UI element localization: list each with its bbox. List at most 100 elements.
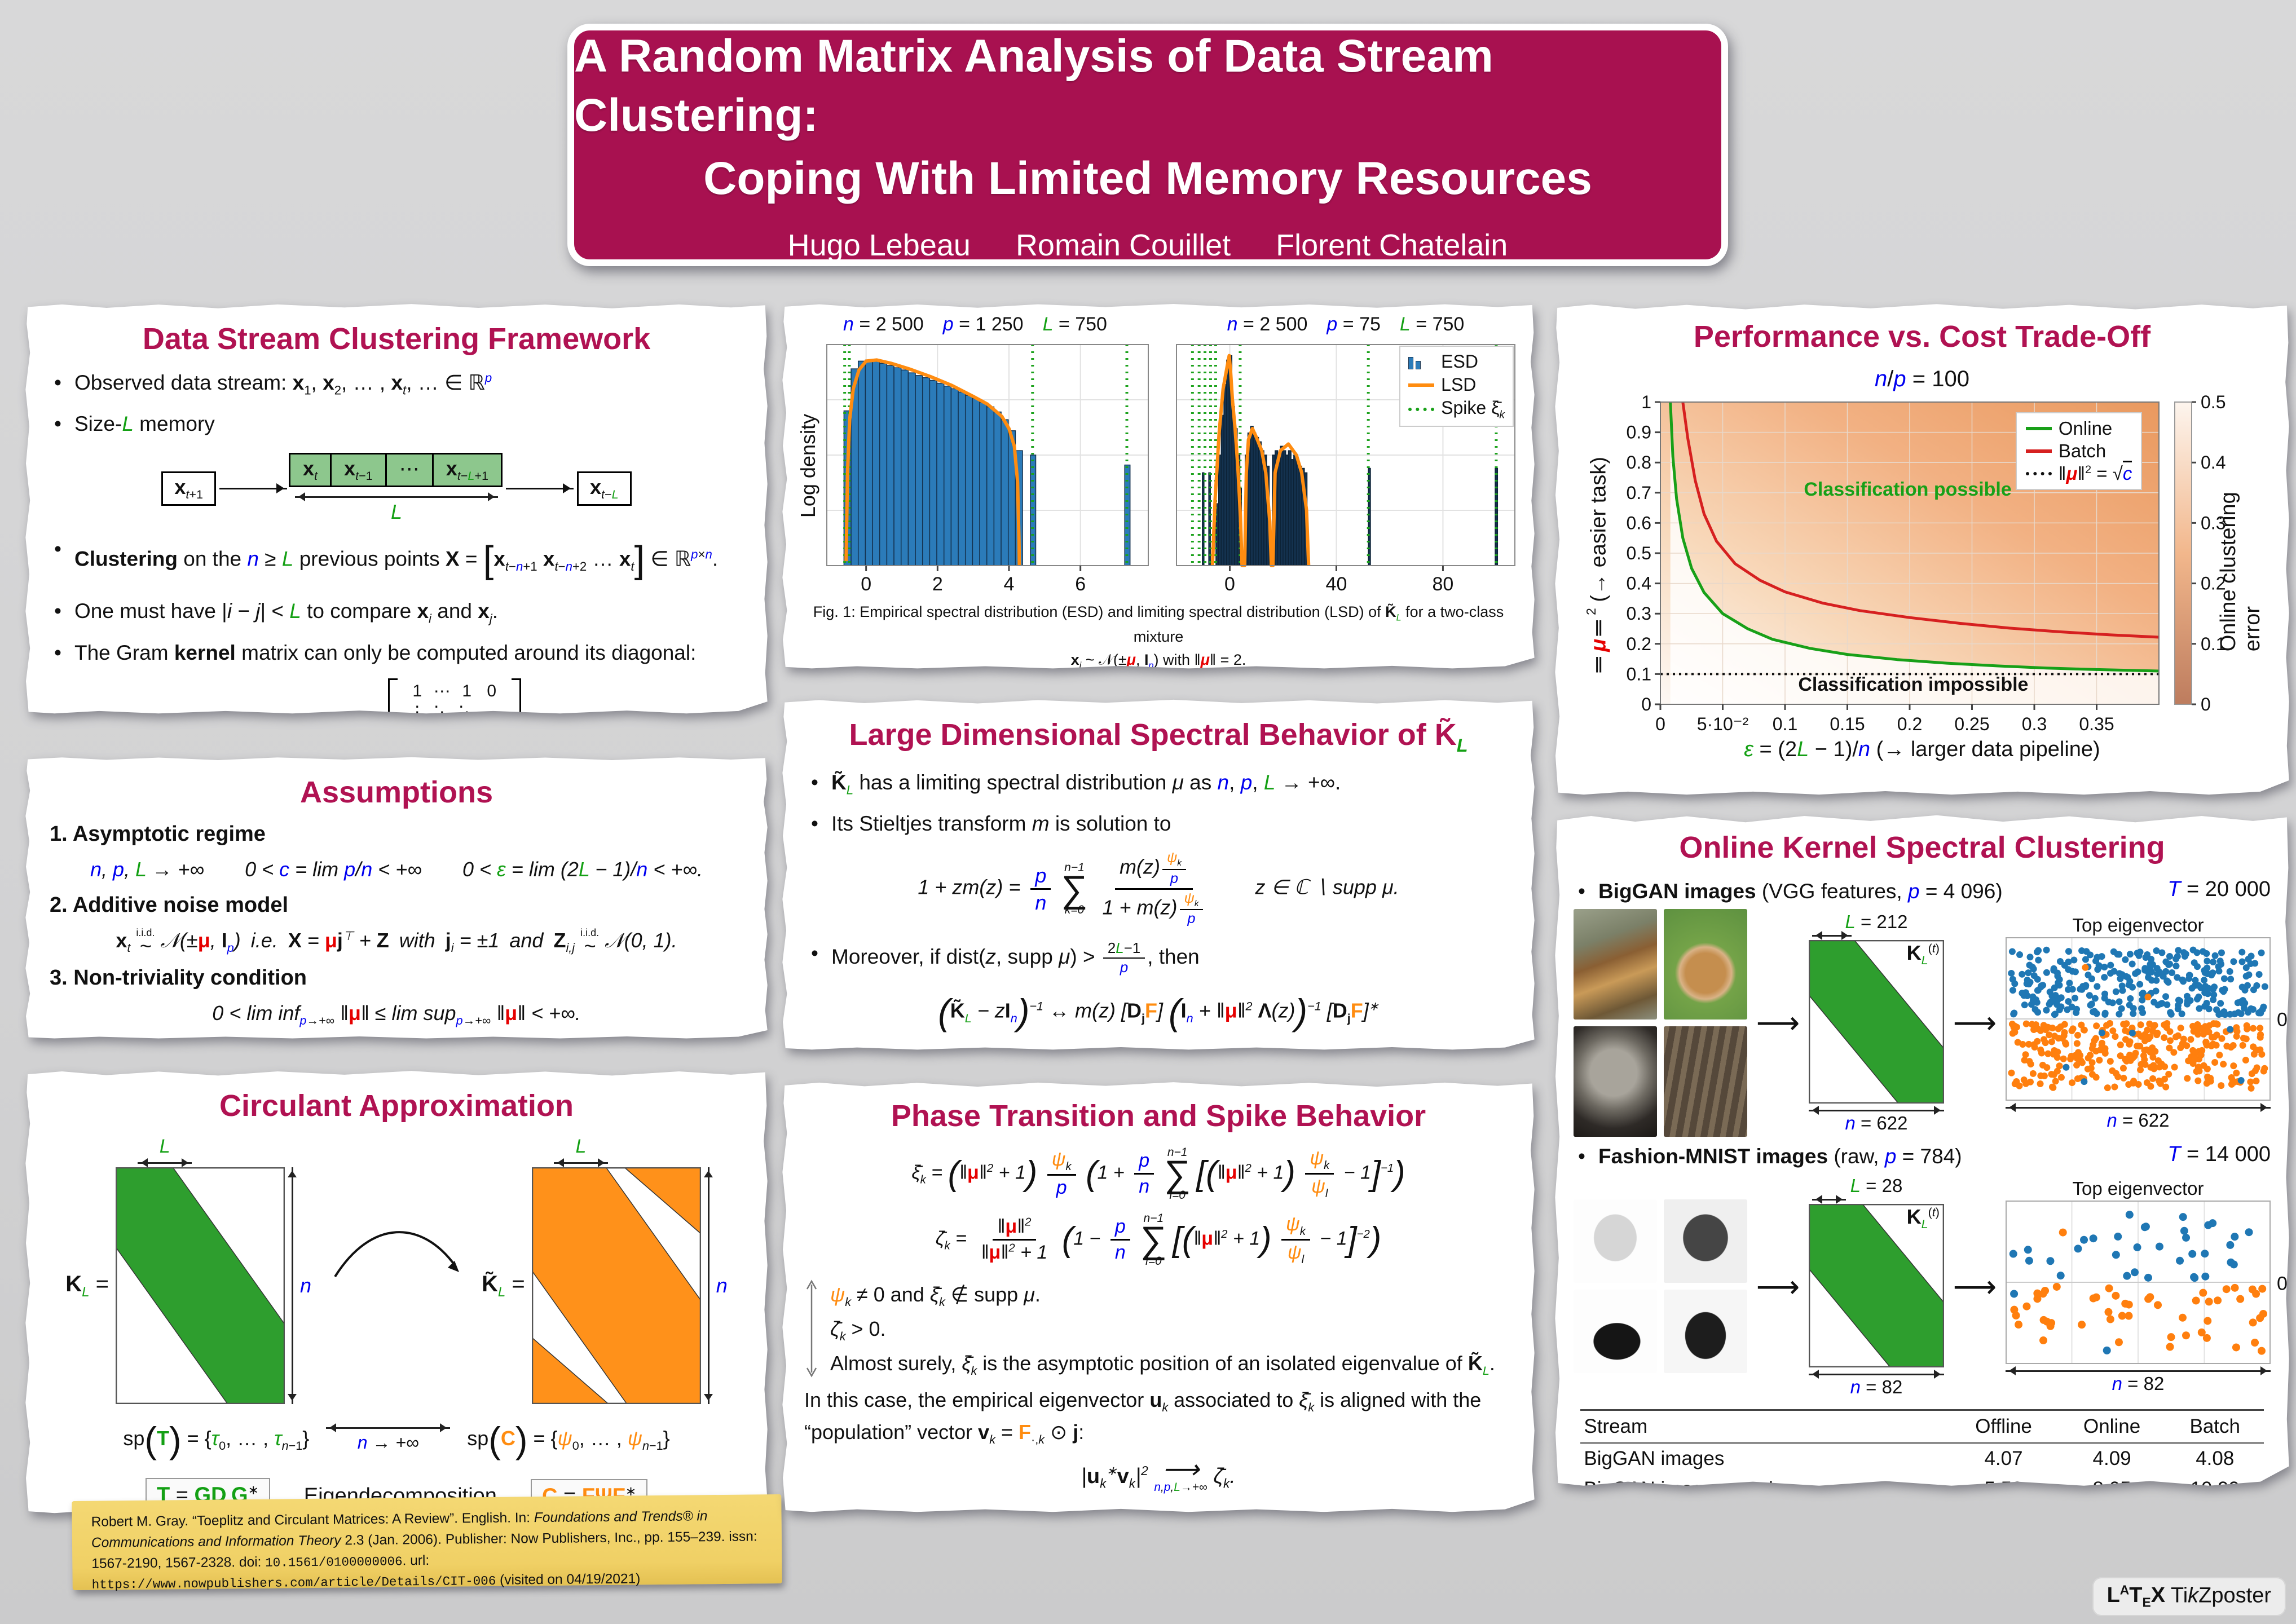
arrow-right-icon [219,483,287,493]
svg-text:0.1: 0.1 [1627,664,1651,684]
panel-assumptions: Assumptions 1. Asymptotic regime n, p, L… [25,757,768,1039]
lambda-definition: where Λ(z) = m(z)Ψp(In + m(z)Ψp)−1. [823,1046,1510,1049]
KL-label: KL = [65,1271,109,1300]
panel-figure-1: n = 2 500 p = 1 250 L = 750 Log density … [782,303,1535,669]
sample-image-coat-1 [1574,1199,1657,1283]
condition-3: Almost surely, ξ̄k is the asymptotic pos… [830,1351,1495,1378]
condition-1: ψk ≠ 0 and ξ̄k ∉ supp μ. [830,1282,1041,1309]
vertical-double-arrow-icon [703,1167,713,1404]
panel-title: Performance vs. Cost Trade-Off [1693,320,2151,354]
eigenvector-scatter [2005,1201,2271,1365]
legend-label: ESD [1441,351,1478,372]
band-matrix [1808,1203,1945,1368]
n-value: n = 622 [1845,1113,1908,1134]
double-arrow-icon [1812,1194,1846,1204]
eigenvector-scatter [2005,937,2271,1101]
double-arrow-icon [294,492,499,502]
panel-performance-tradeoff: Performance vs. Cost Trade-Off n/p = 100… [1554,303,2290,795]
spike-legend-icon [1408,408,1435,412]
L-value: L = 28 [1850,1175,1903,1196]
biggan-sample-images [1574,908,1747,1137]
svg-text:0: 0 [1642,694,1652,714]
svg-text:0.1: 0.1 [1773,714,1797,734]
svg-text:0.6: 0.6 [1627,513,1651,533]
esd-plot-right: n = 2 500 p = 75 L = 750 0 40 80 ESD LSD S… [1171,314,1521,593]
svg-text:0.8: 0.8 [1627,452,1651,473]
author: Hugo Lebeau [787,228,971,263]
col-header-batch: Batch [2166,1409,2264,1444]
memory-cell: ⋯ [385,453,434,488]
memory-incoming-box: xt+1 [161,471,216,506]
eigenvector-paragraph: In this case, the empirical eigenvector … [804,1388,1482,1447]
figure-caption-line2: xi ~ 𝒩(±μ, Ip) with ‖μ‖ = 2. [1070,651,1246,669]
tikzposter-badge: LATEX TikZposter [2092,1577,2286,1616]
arrow-right-icon: ⟶ [1756,1006,1800,1040]
vertical-double-arrow-icon [806,1279,817,1378]
cell-online: 4.09 [2092,1447,2131,1469]
lsd-legend-icon [1408,383,1435,387]
panel-title: Phase Transition and Spike Behavior [891,1099,1426,1133]
svg-text:2: 2 [932,573,943,593]
legend-label: LSD [1441,374,1477,395]
cell-offline: 5.50 [1950,1474,2058,1486]
assumption-1-equation: n, p, L → +∞ 0 < c = lim p/n < +∞ 0 < ε … [90,858,703,881]
panel-online-clustering: Online Kernel Spectral Clustering BigGAN… [1554,814,2290,1486]
region-impossible-label: Classification impossible [1798,674,2029,695]
sample-image-boot-2 [1664,1290,1747,1374]
classification-error-table: Stream Offline Online Batch BigGAN image… [1580,1409,2264,1486]
assumption-2-equation: xt i.i.d. ~ 𝒩(±μ, Ip) i.e. X = μj⊤ + Z wi… [116,927,677,958]
bullet-fashion: Fashion-MNIST images (raw, p = 784) [1574,1142,1962,1171]
svg-text:0.3: 0.3 [2201,513,2226,533]
bullet-clustering: Clustering on the n ≥ L previous points … [50,535,743,586]
panel-phase-transition: Phase Transition and Spike Behavior ξ̄k … [782,1082,1535,1512]
y-axis-label: Log density [796,413,819,518]
sticky-note-citation: Robert M. Gray. “Toeplitz and Circulant … [72,1494,782,1592]
n-label: n [716,1274,728,1297]
svg-text:0.7: 0.7 [1627,483,1651,503]
esd-legend-icon [1408,355,1434,369]
sample-image-dog-1 [1574,908,1657,1020]
double-arrow-icon [138,1158,192,1167]
col-header-offline: Offline [1949,1409,2058,1444]
condition-2: ζ̄k > 0. [830,1317,886,1343]
panel-title: Data Stream Clustering Framework [142,322,651,356]
svg-text:0.4: 0.4 [1627,573,1651,594]
col-header-stream: Stream [1580,1409,1950,1444]
figure-caption: Fig. 1: Empirical spectral distribution … [796,601,1521,669]
curved-arrow-icon [334,1231,459,1278]
assumption-3-equation: 0 < lim infp→+∞ ‖μ‖ ≤ lim supp→+∞ ‖μ‖ < … [212,1001,581,1028]
L-label: L [159,1136,170,1157]
L-label: L [575,1136,587,1157]
svg-text:0.35: 0.35 [2079,714,2114,734]
scatter-title: Top eigenvector [2072,1178,2204,1199]
cell-online: 8.05 [2057,1474,2166,1486]
svg-text:0: 0 [1655,714,1665,734]
memory-outgoing-box: xt−L [576,471,632,506]
band-mask-matrix: 1⋯10⋮⋱⋱1⋱1⋱⋱⋮01⋯1 [387,678,521,714]
scatter-title: Top eigenvector [2072,914,2204,935]
cell-offline: 4.07 [1984,1447,2023,1469]
panel-spectral-behavior: Large Dimensional Spectral Behavior of K… [782,699,1535,1050]
limit-label: n → +∞ [357,1432,419,1453]
xi-equation: ξ̄k = (‖μ‖2 + 1) ψk p (1 + p n n−1 ∑ l=0 [(‖μ‖… [911,1146,1405,1202]
svg-text:4: 4 [1004,573,1015,593]
poster-title-line1: A Random Matrix Analysis of Data Stream … [574,30,1493,141]
col-header-online: Online [2057,1409,2166,1444]
esd-plot-left: n = 2 500 p = 1 250 L = 750 Log density … [796,314,1154,593]
cell-stream: BigGAN images + noise [1580,1474,1949,1486]
assumption-1-heading: 1. Asymptotic regime [50,822,266,846]
circulant-matrix-figure: L K̃L = n [482,1136,728,1404]
svg-text:5·10⁻²: 5·10⁻² [1697,714,1749,734]
arrow-right-icon: ⟶ [1953,1269,1997,1304]
svg-text:0: 0 [1224,573,1235,593]
table-row: BigGAN images 4.07 4.09 4.08 [1580,1443,2263,1474]
memory-cell: xt−L+1 [431,453,503,488]
memory-cell: xt−1 [330,453,387,488]
double-arrow-icon [2005,1102,2271,1112]
figure-caption-line1: Fig. 1: Empirical spectral distribution … [813,603,1504,645]
n-value: n = 82 [1850,1376,1903,1397]
zero-tick-label: 0 [2277,1273,2288,1295]
table-row: BigGAN images + noise 5.50 8.05 10.99 [1580,1474,2263,1486]
svg-text:6: 6 [1075,573,1086,593]
